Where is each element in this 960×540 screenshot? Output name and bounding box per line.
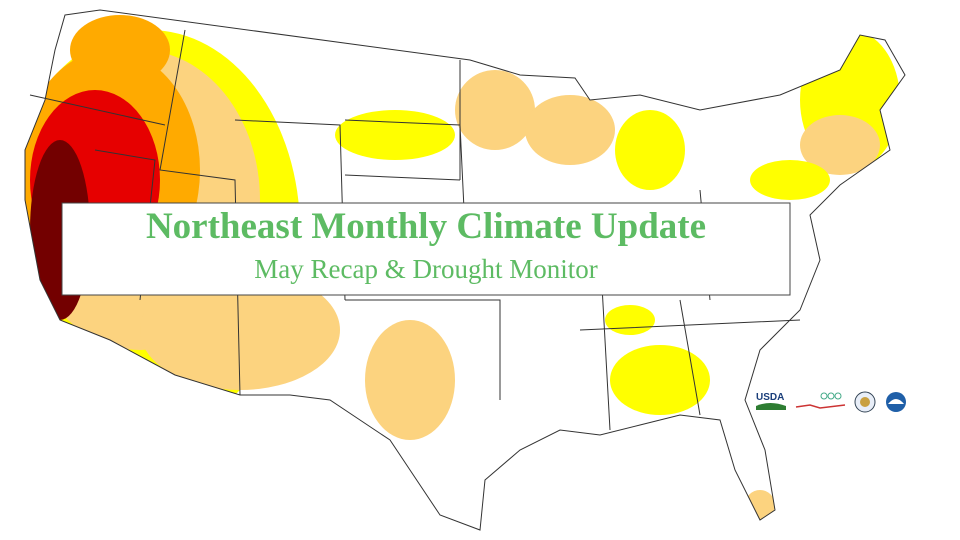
usda-mark [756,403,786,410]
noaa-logo-bird [888,399,904,404]
subtitle: May Recap & Drought Monitor [254,254,597,284]
usda-logo: USDA [756,392,784,403]
title: Northeast Monthly Climate Update [146,206,706,247]
title-box: Northeast Monthly Climate Update May Rec… [61,202,791,296]
doc-logo-center [860,397,870,407]
title-panel [61,202,791,296]
logos: USDA [756,391,906,413]
ndmc-logo [795,392,846,409]
